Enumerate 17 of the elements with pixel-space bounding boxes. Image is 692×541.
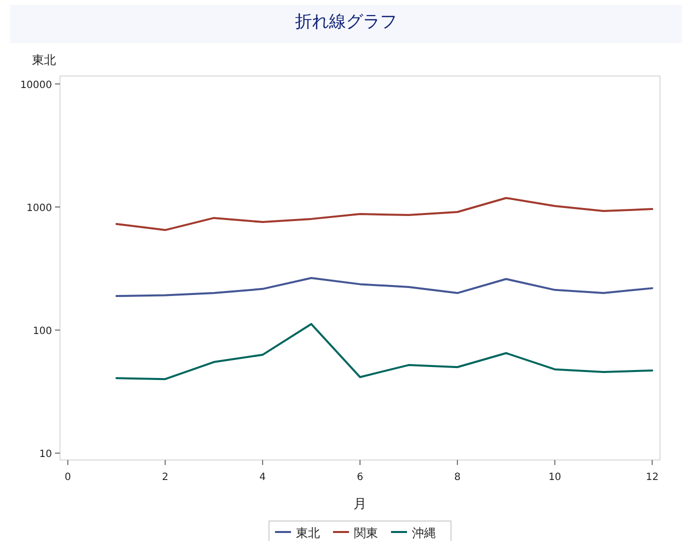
- x-axis-title: 月: [354, 497, 366, 512]
- x-tick-label: 2: [162, 472, 168, 483]
- x-tick-label: 12: [646, 472, 659, 483]
- x-tick-label: 8: [454, 472, 461, 483]
- y-tick-label: 10: [39, 449, 52, 460]
- x-tick-label: 6: [356, 472, 364, 483]
- y-tick-label: 1000: [26, 203, 52, 214]
- chart-title: 折れ線グラフ: [295, 12, 397, 32]
- legend-label: 関東: [354, 526, 378, 540]
- x-tick-label: 10: [548, 472, 562, 483]
- legend-label: 東北: [296, 526, 320, 540]
- x-tick-label: 4: [259, 472, 266, 483]
- x-tick-label: 0: [64, 472, 71, 483]
- y-tick-label: 10000: [20, 80, 52, 91]
- legend-label: 沖縄: [412, 526, 436, 540]
- y-axis-title: 東北: [32, 53, 56, 67]
- y-tick-label: 100: [32, 326, 52, 338]
